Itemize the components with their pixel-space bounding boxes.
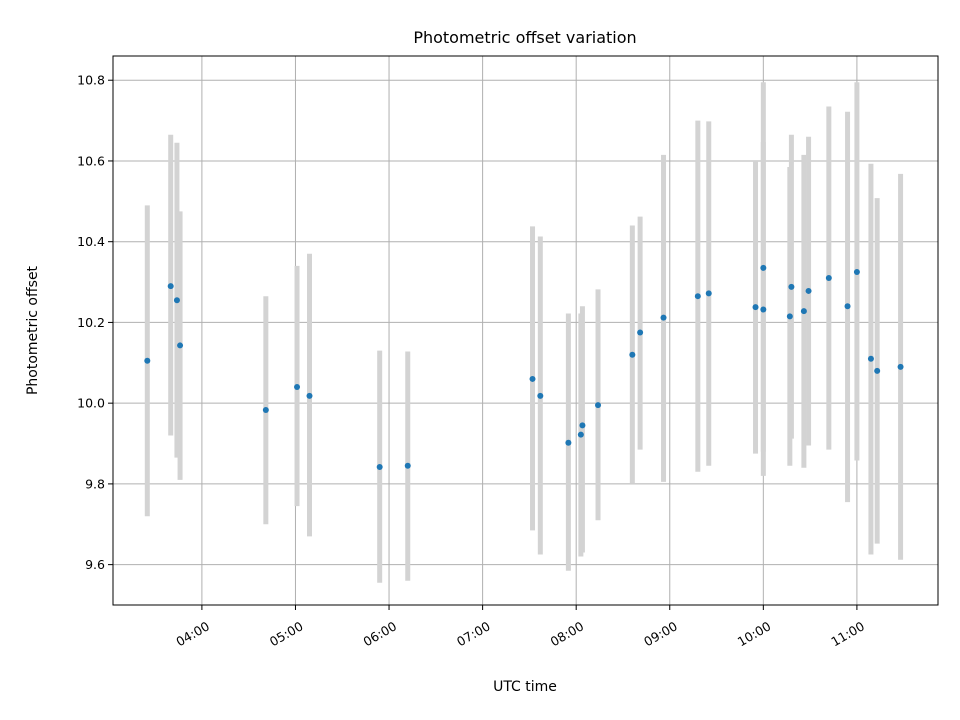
y-tick-label: 10.2 — [77, 315, 105, 330]
data-points — [144, 264, 904, 470]
data-point — [844, 303, 851, 310]
y-axis-ticks: 9.6 9.8 10.0 10.2 10.4 10.6 10.8 — [77, 73, 113, 572]
x-axis-label: UTC time — [493, 679, 557, 695]
data-point — [867, 355, 874, 362]
data-point — [760, 306, 767, 313]
data-point — [660, 314, 667, 321]
data-point — [404, 462, 411, 469]
y-tick-label: 10.8 — [77, 73, 105, 88]
data-point — [805, 287, 812, 294]
data-point — [579, 422, 586, 429]
data-point — [788, 283, 795, 290]
y-tick-label: 10.4 — [77, 234, 105, 249]
data-point — [537, 392, 544, 399]
y-axis-label: Photometric offset — [25, 265, 41, 395]
data-point — [376, 463, 383, 470]
plot-frame — [112, 55, 939, 606]
data-point — [705, 290, 712, 297]
y-tick-label: 10.6 — [77, 153, 105, 168]
data-point — [825, 275, 832, 282]
grid — [113, 56, 938, 605]
data-point — [897, 363, 904, 370]
data-point — [177, 342, 184, 349]
data-point — [874, 367, 881, 374]
data-point — [577, 431, 584, 438]
data-point — [637, 329, 644, 336]
data-point — [629, 351, 636, 358]
data-point — [529, 375, 536, 382]
y-tick-label: 9.6 — [85, 557, 105, 572]
data-point — [800, 308, 807, 315]
data-point — [262, 407, 269, 414]
data-point — [853, 268, 860, 275]
y-tick-label: 10.0 — [77, 396, 105, 411]
data-point — [694, 293, 701, 300]
data-point — [173, 297, 180, 304]
data-point — [752, 304, 759, 311]
data-point — [306, 392, 313, 399]
data-point — [167, 283, 174, 290]
data-point — [144, 357, 151, 364]
y-tick-label: 9.8 — [85, 476, 105, 491]
data-point — [565, 439, 572, 446]
data-point — [595, 402, 602, 409]
data-point — [760, 264, 767, 271]
chart-title: Photometric offset variation — [413, 28, 636, 47]
data-point — [786, 313, 793, 320]
data-point — [294, 384, 301, 391]
